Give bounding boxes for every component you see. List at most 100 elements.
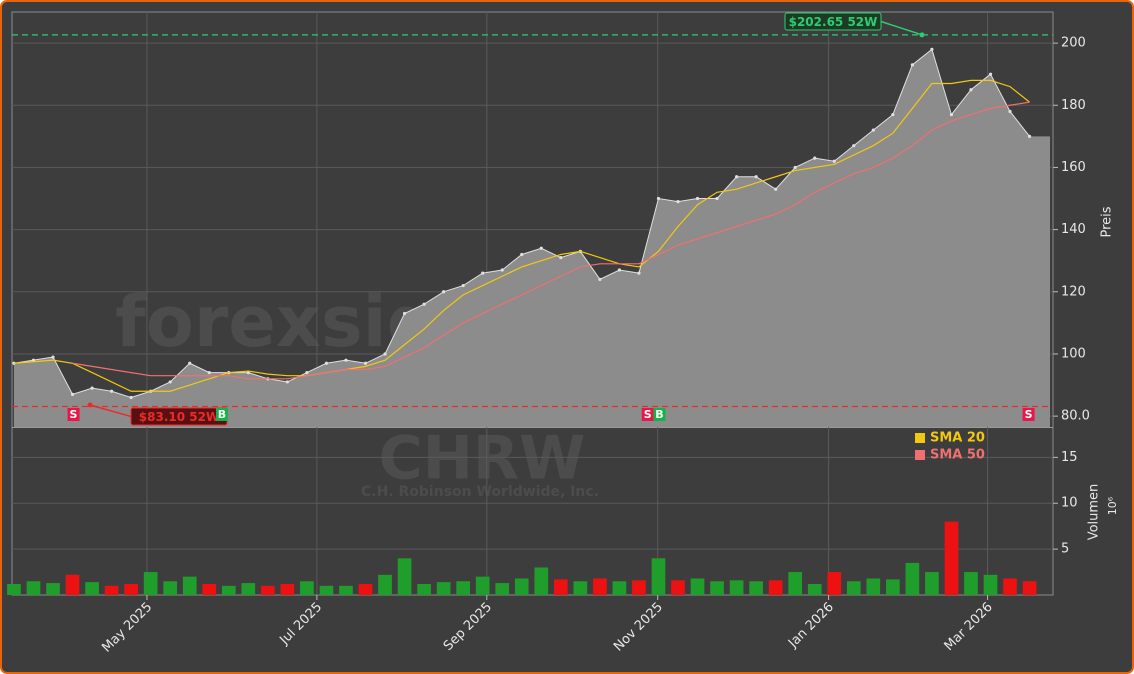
price-point	[246, 370, 250, 375]
price-point	[891, 112, 895, 117]
price-point	[871, 128, 875, 132]
price-point	[910, 63, 914, 67]
price-point	[168, 380, 172, 384]
y-tick-label: 5	[1061, 542, 1069, 557]
volume-bar	[710, 581, 724, 595]
price-point	[676, 200, 680, 204]
volume-bar	[768, 580, 783, 595]
price-point	[969, 88, 973, 92]
price-point	[695, 196, 700, 201]
signal-marker	[653, 408, 666, 421]
y-tick-label: 100	[1061, 346, 1086, 361]
signal-label: B	[218, 408, 226, 421]
y-tick-label: 200	[1061, 36, 1086, 51]
watermark: C.H. Robinson Worldwide, Inc.	[361, 484, 599, 500]
annotation-box	[784, 12, 882, 31]
annotation-arrow-head	[919, 32, 925, 38]
x-tick-label: Nov 2025	[611, 600, 666, 655]
volume-bar	[143, 572, 158, 595]
signal-label: S	[70, 408, 78, 421]
price-point	[617, 268, 622, 272]
volume-bar	[964, 572, 978, 595]
sma-line	[13, 79, 1030, 392]
volume-bar	[378, 574, 392, 595]
price-point	[949, 112, 954, 117]
volume-bar	[807, 583, 822, 595]
volume-bar	[319, 585, 334, 595]
volume-bar	[241, 583, 256, 595]
volume-bar	[7, 583, 21, 595]
y-tick-label: 120	[1061, 284, 1086, 299]
price-point	[598, 277, 602, 281]
price-point	[402, 311, 407, 316]
volume-bar	[417, 583, 431, 595]
volume-bar	[1022, 581, 1037, 595]
price-point	[90, 386, 94, 390]
signal-marker	[215, 408, 228, 421]
y-tick-label: 15	[1061, 450, 1078, 465]
volume-bar	[104, 585, 119, 595]
volume-bar	[534, 567, 549, 595]
volume-bar	[397, 558, 412, 595]
y-tick-label: 140	[1061, 222, 1086, 237]
signal-marker	[641, 408, 654, 421]
volume-bar	[1003, 578, 1017, 595]
volume-bar	[182, 576, 197, 595]
price-point	[383, 352, 387, 356]
price-point	[852, 144, 856, 148]
price-point	[637, 271, 641, 275]
annotation-arrow	[880, 20, 923, 36]
signal-label: S	[1025, 408, 1033, 421]
price-point	[539, 246, 543, 250]
volume-bar	[46, 583, 60, 595]
volume-bar	[593, 578, 607, 595]
volume-scale-label: 10⁶	[1106, 496, 1119, 515]
price-point	[656, 196, 661, 201]
volume-bar	[944, 521, 959, 595]
price-point	[813, 156, 817, 160]
volume-bar	[221, 585, 236, 595]
volume-axis-label: Volumen	[1087, 484, 1102, 541]
annotation-arrow-head	[87, 402, 93, 408]
y-tick-label: 10	[1061, 496, 1078, 511]
legend-label: SMA 50	[930, 448, 985, 463]
x-tick-label: Sep 2025	[441, 600, 495, 654]
annotation-label: $83.10 52W	[139, 410, 219, 424]
volume-bar	[573, 581, 588, 595]
volume-bar	[612, 581, 627, 595]
volume-bar	[866, 578, 881, 595]
price-point	[188, 361, 192, 365]
price-point	[363, 361, 368, 365]
price-point	[305, 370, 309, 375]
volume-bar	[651, 558, 666, 595]
price-point	[324, 361, 329, 365]
volume-bar	[65, 574, 80, 595]
volume-bar	[26, 581, 41, 595]
volume-bar	[495, 583, 510, 595]
volume-bar	[632, 580, 646, 595]
legend-swatch	[915, 433, 925, 443]
volume-bar	[729, 580, 744, 595]
x-tick-label: May 2025	[99, 600, 155, 656]
volume-bar	[983, 574, 998, 595]
y-tick-label: 80.0	[1061, 409, 1090, 424]
price-area	[13, 49, 1050, 427]
price-point	[754, 175, 758, 179]
sma-line	[72, 101, 1030, 380]
volume-bar	[553, 579, 568, 595]
signal-label: B	[655, 408, 663, 421]
volume-bar	[456, 581, 471, 595]
signal-marker	[67, 408, 80, 421]
signal-marker	[1022, 408, 1035, 421]
price-point	[500, 268, 504, 272]
price-point	[1008, 109, 1012, 114]
price-point	[774, 187, 778, 191]
price-point	[12, 361, 16, 365]
volume-bar	[261, 585, 275, 595]
price-point	[70, 392, 75, 396]
volume-bar	[749, 581, 763, 595]
volume-bar	[436, 582, 451, 595]
volume-bar	[925, 572, 939, 595]
price-point	[930, 47, 934, 51]
